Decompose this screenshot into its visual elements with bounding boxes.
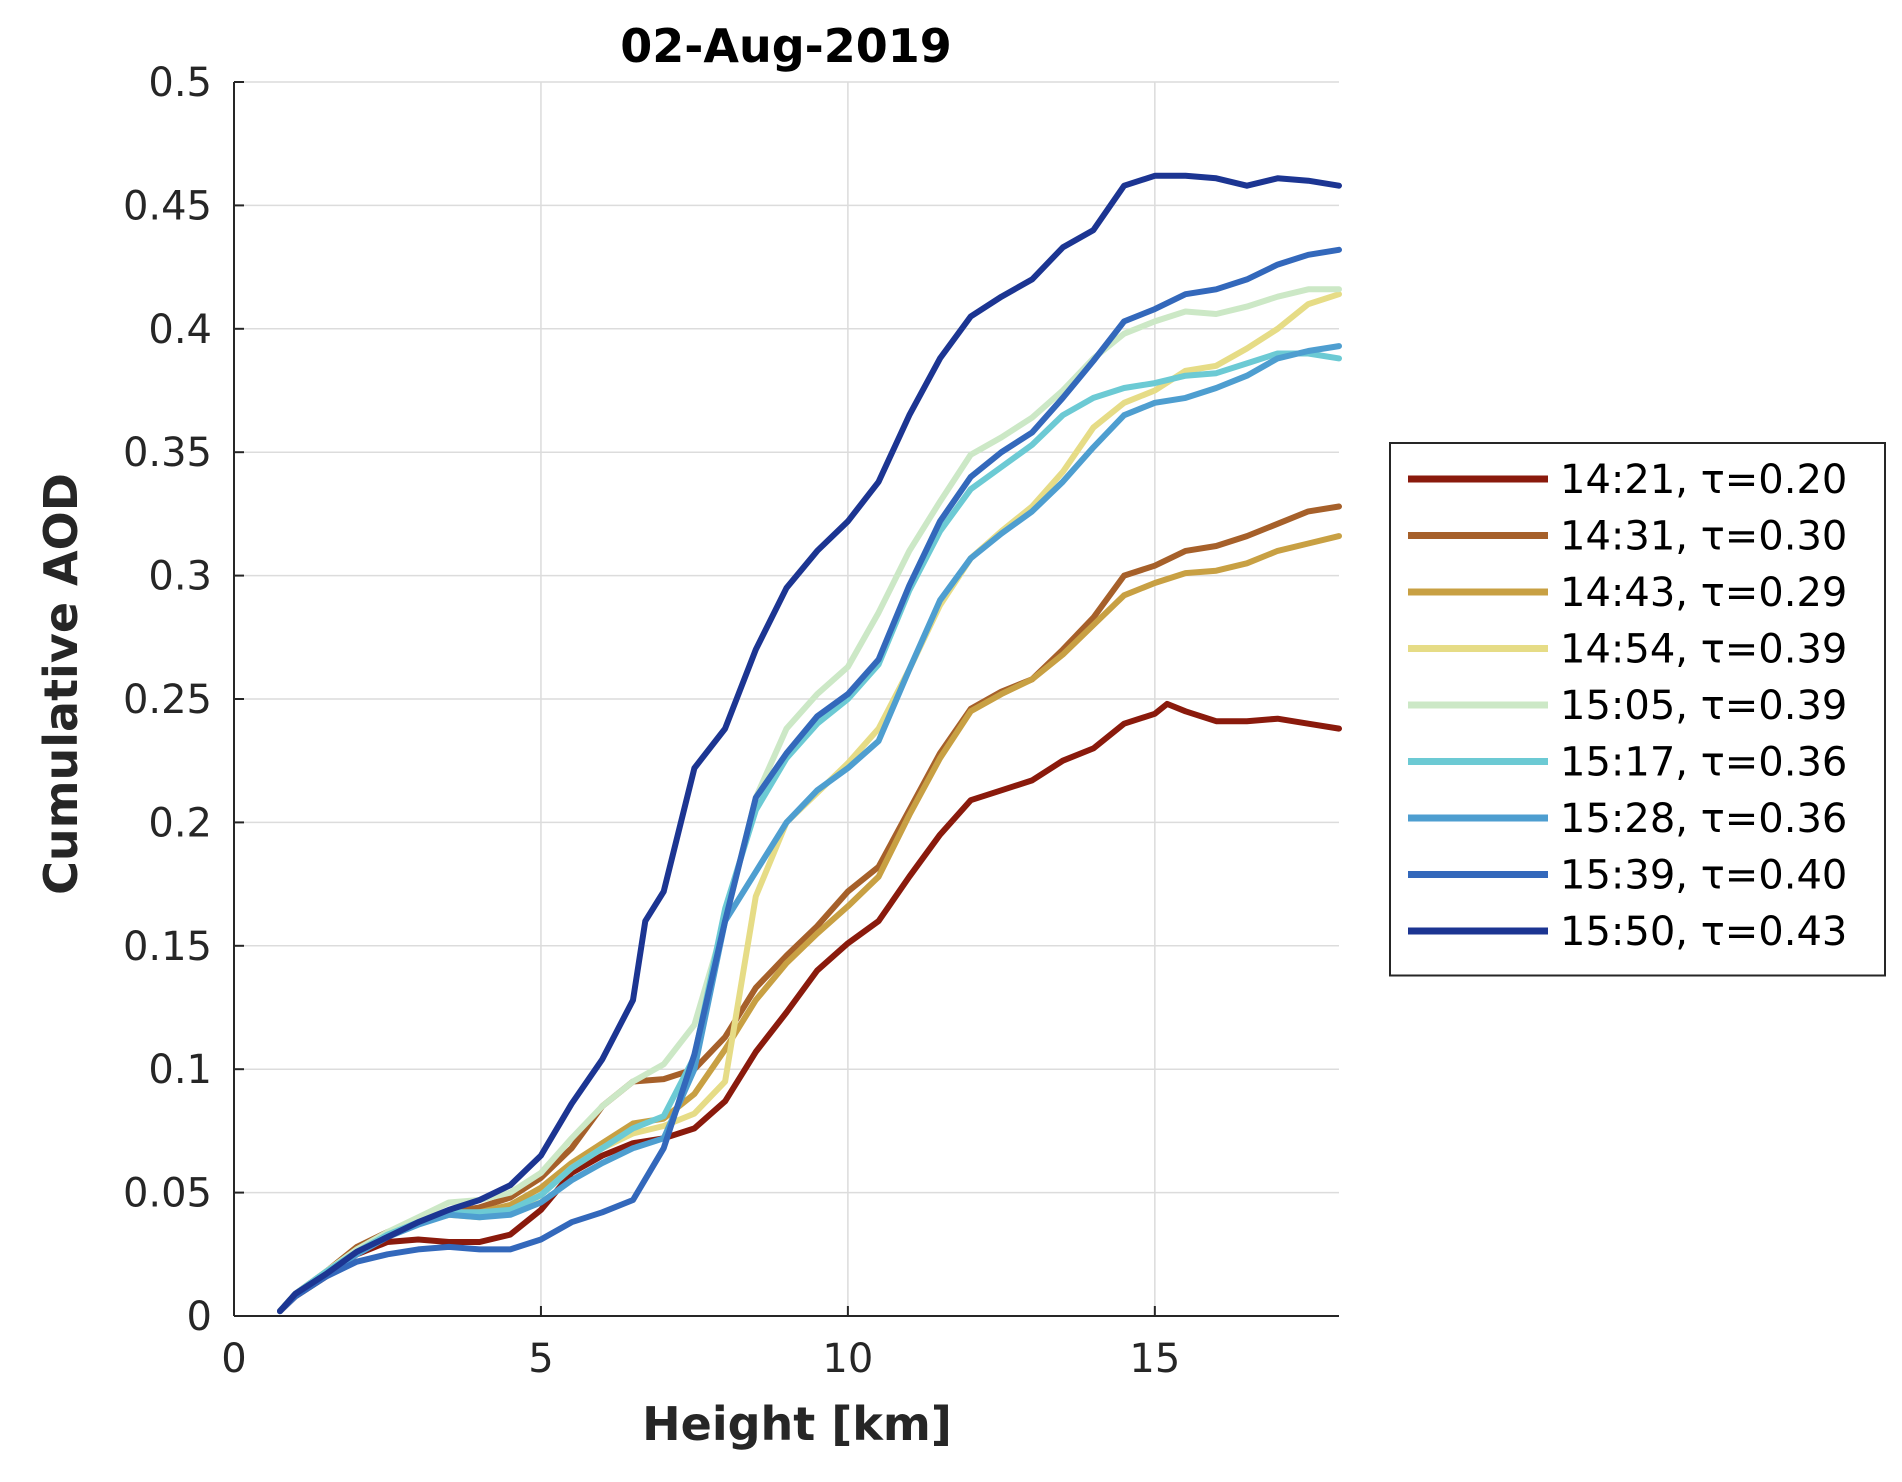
chart-title: 02-Aug-2019 xyxy=(620,19,952,73)
legend-label: 15:39, τ=0.40 xyxy=(1560,853,1847,899)
y-tick-label: 0.1 xyxy=(148,1047,212,1093)
y-axis-title: Cumulative AOD xyxy=(34,473,88,895)
legend-label: 15:28, τ=0.36 xyxy=(1560,796,1847,842)
legend-box xyxy=(1389,442,1886,977)
y-tick-label: 0.2 xyxy=(148,800,212,846)
legend-label: 14:43, τ=0.29 xyxy=(1560,570,1847,616)
series-line-6 xyxy=(277,350,1342,1315)
y-tick-label: 0.15 xyxy=(123,924,212,970)
series-line-5 xyxy=(277,286,1342,1315)
legend-label: 15:50, τ=0.43 xyxy=(1560,909,1847,955)
series-line-7 xyxy=(277,343,1342,1315)
y-axis-ticks: 0 0.05 0.1 0.15 0.2 0.25 0.3 0.35 0.4 0.45 0.5 xyxy=(123,60,244,1340)
series-line-2 xyxy=(277,503,1342,1315)
y-tick-label: 0.35 xyxy=(123,430,212,476)
series-lines xyxy=(277,172,1342,1315)
y-tick-label: 0 xyxy=(187,1294,212,1340)
x-axis-ticks: 0 5 10 15 xyxy=(221,1306,1180,1382)
legend-label: 14:54, τ=0.39 xyxy=(1560,627,1847,673)
x-axis-title: Height [km] xyxy=(642,1397,952,1451)
x-tick-label: 15 xyxy=(1129,1336,1180,1382)
y-tick-label: 0.5 xyxy=(148,60,212,106)
x-tick-label: 10 xyxy=(822,1336,873,1382)
legend-label: 15:05, τ=0.39 xyxy=(1560,683,1847,729)
x-tick-label: 5 xyxy=(528,1336,553,1382)
series-line-8 xyxy=(277,246,1342,1315)
y-tick-label: 0.3 xyxy=(148,554,212,600)
legend-label: 15:17, τ=0.36 xyxy=(1560,740,1847,786)
grid xyxy=(234,81,1339,1316)
x-tick-label: 0 xyxy=(221,1336,246,1382)
series-line-3 xyxy=(277,533,1342,1315)
series-line-9 xyxy=(277,172,1342,1315)
legend-label: 14:21, τ=0.20 xyxy=(1560,457,1847,503)
series-line-1 xyxy=(277,700,1342,1315)
legend-label: 14:31, τ=0.30 xyxy=(1560,514,1847,560)
legend: 14:21, τ=0.20 14:31, τ=0.30 14:43, τ=0.29 1… xyxy=(1389,442,1886,977)
y-tick-label: 0.25 xyxy=(123,677,212,723)
y-tick-label: 0.05 xyxy=(123,1171,212,1217)
y-tick-label: 0.45 xyxy=(123,183,212,229)
y-tick-label: 0.4 xyxy=(148,307,212,353)
